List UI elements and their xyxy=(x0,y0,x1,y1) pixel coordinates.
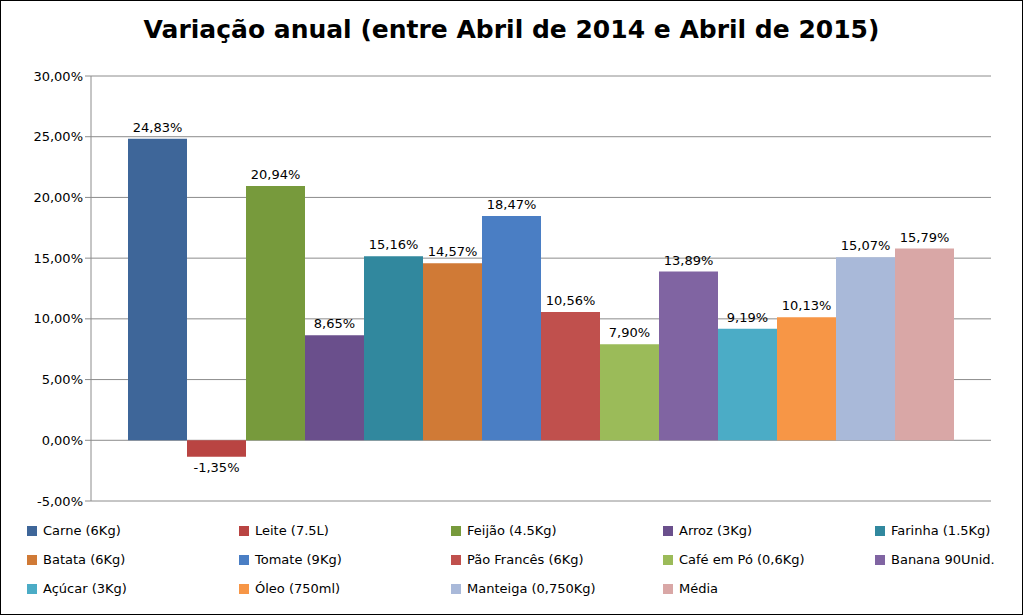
html-text:Açúcar (3Kg): Açúcar (3Kg) xyxy=(43,581,127,596)
html-text:Variação anual (entre Abril de: Variação anual (entre Abril de 2014 e Ab… xyxy=(143,15,880,44)
html-text:Tomate (9Kg): Tomate (9Kg) xyxy=(255,552,342,567)
svg-text:0,00%: 0,00% xyxy=(42,433,83,448)
html-text:Manteiga (0,750Kg): Manteiga (0,750Kg) xyxy=(467,581,596,596)
html-text:Feijão (4.5Kg): Feijão (4.5Kg) xyxy=(467,523,557,538)
svg-text:9,19%: 9,19% xyxy=(727,310,768,325)
html-text:Carne (6Kg): Carne (6Kg) xyxy=(43,523,121,538)
svg-text:10,56%: 10,56% xyxy=(546,293,596,308)
svg-text:8,65%: 8,65% xyxy=(314,316,355,331)
html-text:Café em Pó (0,6Kg): Café em Pó (0,6Kg) xyxy=(679,552,805,567)
html-text:Leite (7.5L): Leite (7.5L) xyxy=(255,523,329,538)
html-text:Óleo (750ml): Óleo (750ml) xyxy=(255,581,341,596)
svg-text:15,00%: 15,00% xyxy=(33,251,83,266)
svg-text:20,94%: 20,94% xyxy=(251,167,301,182)
svg-text:20,00%: 20,00% xyxy=(33,190,83,205)
svg-text:7,90%: 7,90% xyxy=(609,325,650,340)
svg-text:25,00%: 25,00% xyxy=(33,129,83,144)
html-text:Pão Francês (6Kg): Pão Francês (6Kg) xyxy=(467,552,584,567)
svg-text:13,89%: 13,89% xyxy=(664,253,714,268)
svg-text:5,00%: 5,00% xyxy=(42,372,83,387)
svg-text:30,00%: 30,00% xyxy=(33,69,83,84)
html-text:Banana 90Unid.: Banana 90Unid. xyxy=(891,552,995,567)
svg-text:15,07%: 15,07% xyxy=(841,238,891,253)
svg-text:15,79%: 15,79% xyxy=(900,230,950,245)
svg-text:10,00%: 10,00% xyxy=(33,311,83,326)
svg-text:-1,35%: -1,35% xyxy=(194,460,240,475)
html-text:Média: Média xyxy=(679,581,718,596)
svg-text:15,16%: 15,16% xyxy=(369,237,419,252)
html-text:Batata (6Kg): Batata (6Kg) xyxy=(43,552,126,567)
svg-text:24,83%: 24,83% xyxy=(133,120,183,135)
html-text:Arroz (3Kg): Arroz (3Kg) xyxy=(679,523,753,538)
svg-text:18,47%: 18,47% xyxy=(487,197,537,212)
svg-text:10,13%: 10,13% xyxy=(782,298,832,313)
html-text:Farinha (1.5Kg): Farinha (1.5Kg) xyxy=(891,523,991,538)
svg-text:-5,00%: -5,00% xyxy=(37,494,83,509)
svg-text:14,57%: 14,57% xyxy=(428,244,478,259)
